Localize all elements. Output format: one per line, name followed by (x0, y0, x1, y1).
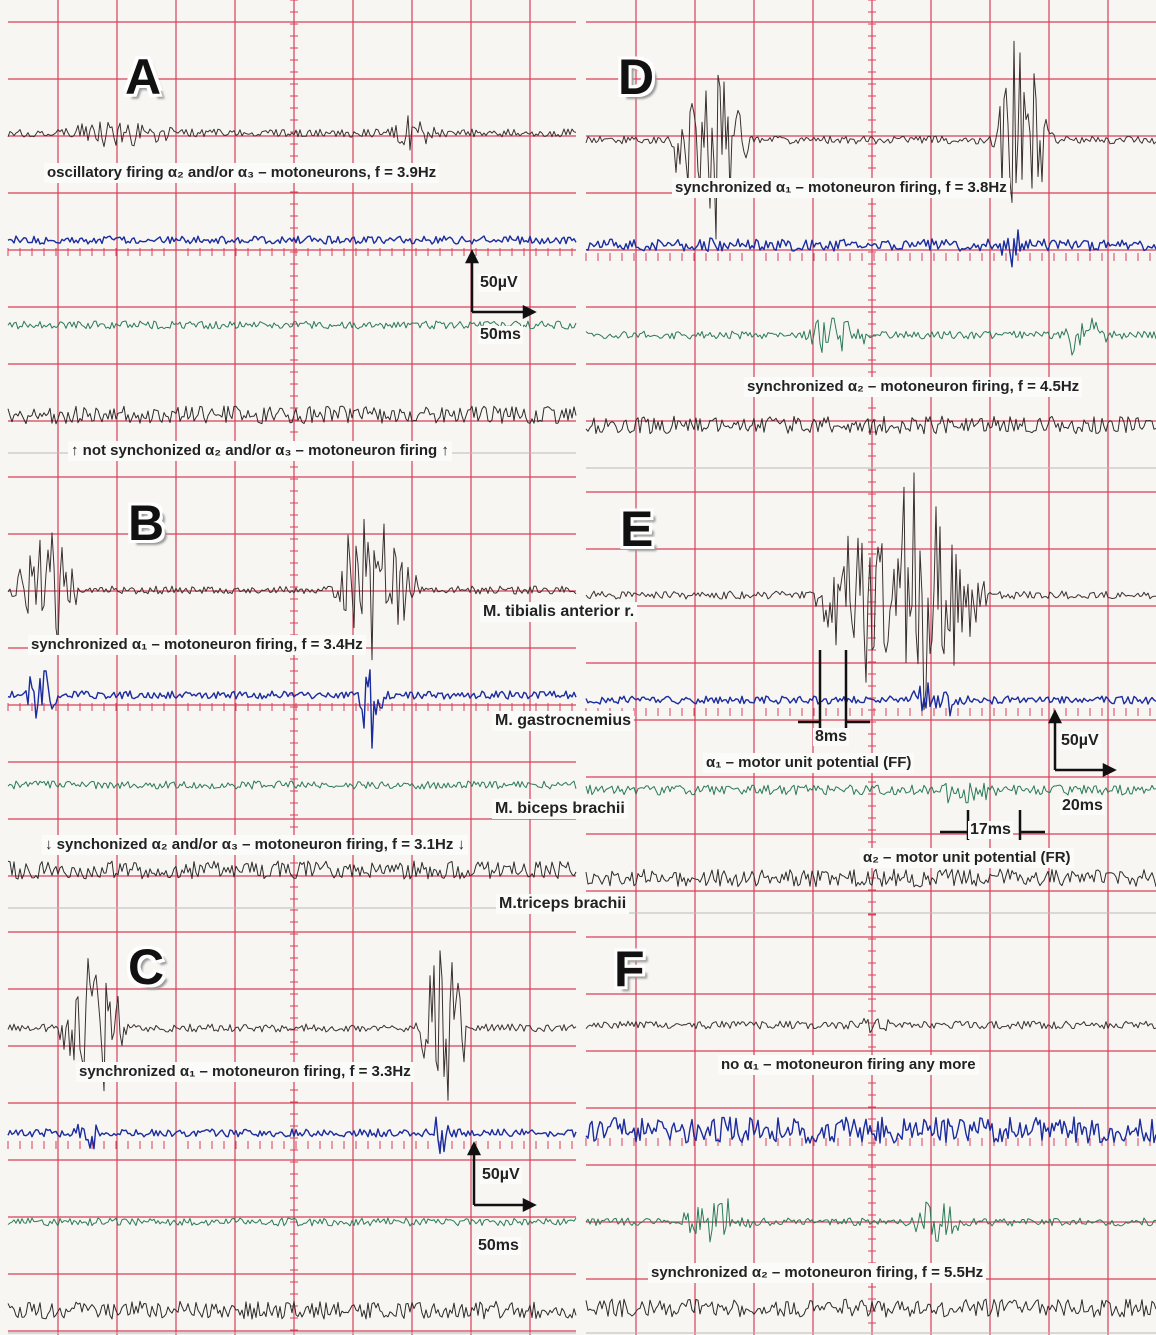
emg-trace (7, 860, 577, 880)
caption: no α₁ – motoneuron firing any more (718, 1055, 979, 1075)
emg-trace (585, 229, 1156, 268)
caption: synchronized α₁ – motoneuron firing, f =… (76, 1062, 414, 1082)
emg-trace (585, 682, 1156, 717)
panel-label: A (125, 49, 162, 105)
caption: synchronized α₁ – motoneuron firing, f =… (672, 178, 1010, 198)
emg-trace (7, 235, 577, 245)
caption: oscillatory firing α₂ and/or α₃ – motone… (44, 163, 440, 183)
scale-bars (464, 249, 1117, 1213)
scale-label: 50ms (478, 326, 523, 344)
emg-trace (7, 405, 577, 425)
grid-paper (7, 0, 1156, 1335)
caption: synchronized α₂ – motoneuron firing, f =… (648, 1263, 987, 1283)
emg-trace (7, 1300, 577, 1320)
scale-label: 17ms (968, 821, 1013, 839)
caption: ↑ not synchonized α₂ and/or α₃ – motoneu… (68, 441, 452, 461)
panel-label: D (618, 49, 655, 105)
emg-trace (7, 518, 577, 661)
scale-label: 50µV (480, 1166, 522, 1184)
emg-trace (585, 1198, 1156, 1243)
emg-trace (585, 40, 1156, 240)
muscle-label: M. tibialis anterior r. (480, 602, 638, 622)
emg-trace (585, 868, 1156, 888)
scale-label: 50µV (478, 274, 520, 292)
panel-label: F (614, 941, 645, 997)
emg-trace (585, 1017, 1156, 1034)
muscle-label: M.triceps brachii (496, 894, 630, 914)
caption: α₂ – motor unit potential (FR) (860, 848, 1074, 868)
emg-trace (585, 1116, 1156, 1144)
caption: synchronized α₂ – motoneuron firing, f =… (744, 377, 1083, 397)
scale-label: 20ms (1060, 797, 1105, 815)
emg-trace (585, 782, 1156, 804)
scale-label: 50ms (476, 1237, 521, 1255)
emg-trace (585, 317, 1156, 356)
emg-trace (7, 1116, 577, 1155)
muscle-label: M. gastrocnemius (492, 711, 635, 731)
muscle-label: M. biceps brachii (492, 799, 628, 819)
emg-trace (7, 669, 577, 749)
panel-label: E (620, 501, 654, 557)
caption: α₁ – motor unit potential (FF) (703, 753, 915, 773)
emg-trace (7, 780, 577, 790)
scale-label: 50µV (1059, 732, 1101, 750)
emg-trace (585, 415, 1156, 436)
emg-trace (585, 472, 1156, 711)
caption: ↓ synchonized α₂ and/or α₃ – motoneuron … (42, 835, 468, 855)
traces (7, 40, 1156, 1320)
emg-trace (585, 1298, 1156, 1318)
emg-trace (7, 1217, 577, 1227)
panel-label: B (128, 495, 165, 551)
panel-label: C (128, 939, 165, 995)
scale-label: 8ms (813, 728, 850, 746)
emg-trace (7, 115, 577, 151)
caption: synchronized α₁ – motoneuron firing, f =… (28, 635, 366, 655)
